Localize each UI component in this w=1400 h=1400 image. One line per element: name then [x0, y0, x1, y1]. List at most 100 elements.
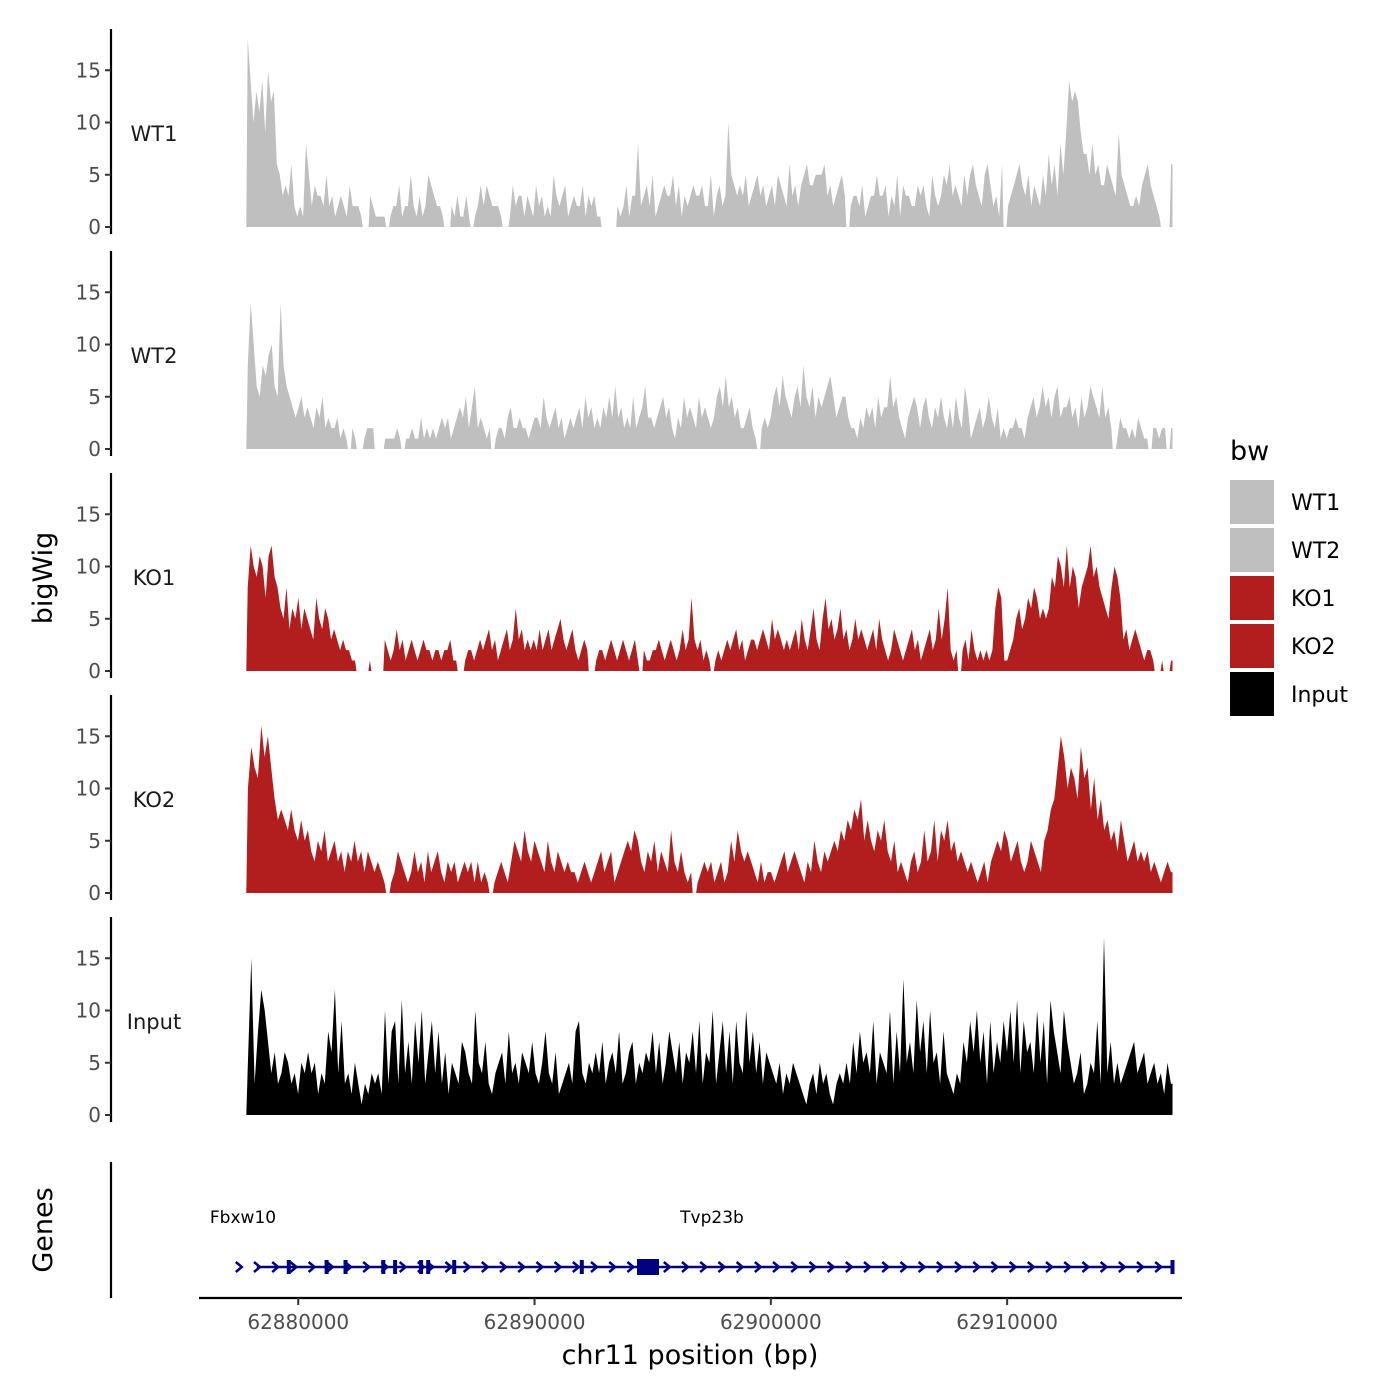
- x-tick-label: 62880000: [247, 1310, 349, 1334]
- legend-entry-wt2: WT2: [1230, 528, 1340, 572]
- y-tick-label: 15: [76, 58, 101, 82]
- track-label: WT1: [131, 122, 178, 146]
- gene-label: Tvp23b: [679, 1208, 744, 1228]
- strand-chevron: [681, 1261, 690, 1273]
- y-tick-label: 10: [76, 555, 101, 579]
- y-tick-label: 10: [76, 777, 101, 801]
- coverage-area-ko2: [246, 725, 1173, 893]
- legend-entry-ko2: KO2: [1230, 624, 1336, 668]
- y-tick-label: 10: [76, 999, 101, 1023]
- coverage-area-ko1: [246, 545, 1173, 671]
- x-tick-label: 62900000: [720, 1310, 822, 1334]
- strand-chevron: [462, 1261, 472, 1273]
- strand-chevron: [517, 1261, 527, 1273]
- legend-swatch: [1230, 624, 1274, 668]
- strand-chevron: [1099, 1261, 1109, 1273]
- track-label: WT2: [131, 344, 178, 368]
- strand-chevron: [863, 1261, 872, 1273]
- strand-chevron: [954, 1261, 963, 1273]
- y-tick-label: 10: [76, 333, 101, 357]
- exon: [426, 1260, 431, 1274]
- y-tick-label: 15: [76, 946, 101, 970]
- y-tick-label: 15: [76, 502, 101, 526]
- y-tick-label: 0: [88, 1103, 101, 1127]
- strand-chevron: [772, 1261, 781, 1273]
- exon: [343, 1260, 348, 1274]
- legend-label: Input: [1291, 683, 1348, 708]
- y-axis-title: bigWig: [28, 532, 59, 625]
- track-ko2: 0 5 10 15 KO2: [76, 695, 1173, 905]
- strand-chevron: [571, 1261, 581, 1273]
- strand-chevron: [717, 1261, 727, 1273]
- legend-swatch: [1230, 576, 1274, 620]
- strand-chevron: [362, 1261, 372, 1273]
- legend: bw WT1 WT2 KO1 KO2 Input: [1230, 436, 1348, 716]
- strand-chevron: [662, 1261, 672, 1273]
- strand-chevron: [1026, 1261, 1036, 1273]
- x-axis: 62880000 62890000 62900000 62910000 chr11 p…: [199, 1296, 1182, 1371]
- strand-chevron: [808, 1261, 818, 1273]
- exon: [1170, 1260, 1175, 1274]
- strand-chevron: [253, 1261, 262, 1273]
- strand-chevron: [972, 1261, 982, 1273]
- legend-entry-input: Input: [1230, 672, 1348, 716]
- y-tick-label: 15: [76, 724, 101, 748]
- strand-chevron: [234, 1261, 244, 1273]
- gene-models: Fbxw10 Tvp23b: [210, 1208, 1175, 1275]
- track-input: 0 5 10 15 Input: [76, 917, 1173, 1127]
- gene-label: Fbxw10: [210, 1208, 276, 1228]
- exon: [381, 1260, 386, 1274]
- y-tick-label: 15: [76, 280, 101, 304]
- strand-chevron: [626, 1261, 636, 1273]
- strand-chevron: [826, 1261, 836, 1273]
- coverage-area-wt2: [246, 302, 1173, 449]
- x-axis-title: chr11 position (bp): [562, 1340, 819, 1371]
- track-panels: 0 5 10 15 WT1 0 5 10 15 WT2 0 5 10 15 KO1 0 5 10 15 KO2 0 5 10…: [76, 29, 1173, 1127]
- strand-chevron: [398, 1261, 408, 1273]
- strand-chevron: [1081, 1261, 1091, 1273]
- legend-label: KO2: [1291, 635, 1336, 660]
- exon: [419, 1260, 424, 1274]
- strand-chevron: [590, 1261, 599, 1273]
- strand-chevron: [1063, 1261, 1073, 1273]
- legend-title: bw: [1230, 436, 1269, 467]
- legend-entry-wt1: WT1: [1230, 480, 1340, 524]
- x-axis-ticks: 62880000 62890000 62900000 62910000: [247, 1298, 1058, 1334]
- strand-chevron: [1117, 1261, 1127, 1273]
- gene-tvp23b: Tvp23b: [426, 1208, 1175, 1275]
- track-label: KO1: [133, 566, 176, 590]
- legend-label: WT1: [1291, 491, 1340, 516]
- legend-entries: WT1 WT2 KO1 KO2 Input: [1230, 480, 1348, 716]
- y-tick-label: 0: [88, 659, 101, 683]
- legend-swatch: [1230, 480, 1274, 524]
- strand-chevron: [899, 1261, 909, 1273]
- legend-label: WT2: [1291, 539, 1340, 564]
- exon: [286, 1260, 291, 1274]
- y-tick-label: 10: [76, 111, 101, 135]
- strand-chevron: [844, 1261, 854, 1273]
- y-tick-label: 0: [88, 437, 101, 461]
- strand-chevron: [753, 1261, 763, 1273]
- strand-chevron: [917, 1261, 927, 1273]
- strand-chevron: [499, 1261, 508, 1273]
- track-ko1: 0 5 10 15 KO1: [76, 473, 1173, 683]
- genes-axis-title: Genes: [28, 1187, 59, 1272]
- track-label: Input: [127, 1010, 181, 1034]
- exon: [579, 1260, 584, 1274]
- strand-chevron: [553, 1261, 563, 1273]
- strand-chevron: [307, 1261, 317, 1273]
- y-tick-label: 0: [88, 215, 101, 239]
- track-label: KO2: [133, 788, 176, 812]
- coverage-area-wt1: [246, 38, 1173, 228]
- y-tick-label: 5: [88, 385, 101, 409]
- exon: [637, 1259, 659, 1275]
- strand-chevron: [935, 1261, 945, 1273]
- legend-entry-ko1: KO1: [1230, 576, 1336, 620]
- strand-chevron: [325, 1261, 335, 1273]
- strand-chevron: [881, 1261, 891, 1273]
- exon: [393, 1260, 398, 1274]
- strand-chevron: [1154, 1261, 1164, 1273]
- strand-chevron: [480, 1261, 490, 1273]
- x-tick-label: 62890000: [484, 1310, 586, 1334]
- strand-chevron: [1008, 1261, 1018, 1273]
